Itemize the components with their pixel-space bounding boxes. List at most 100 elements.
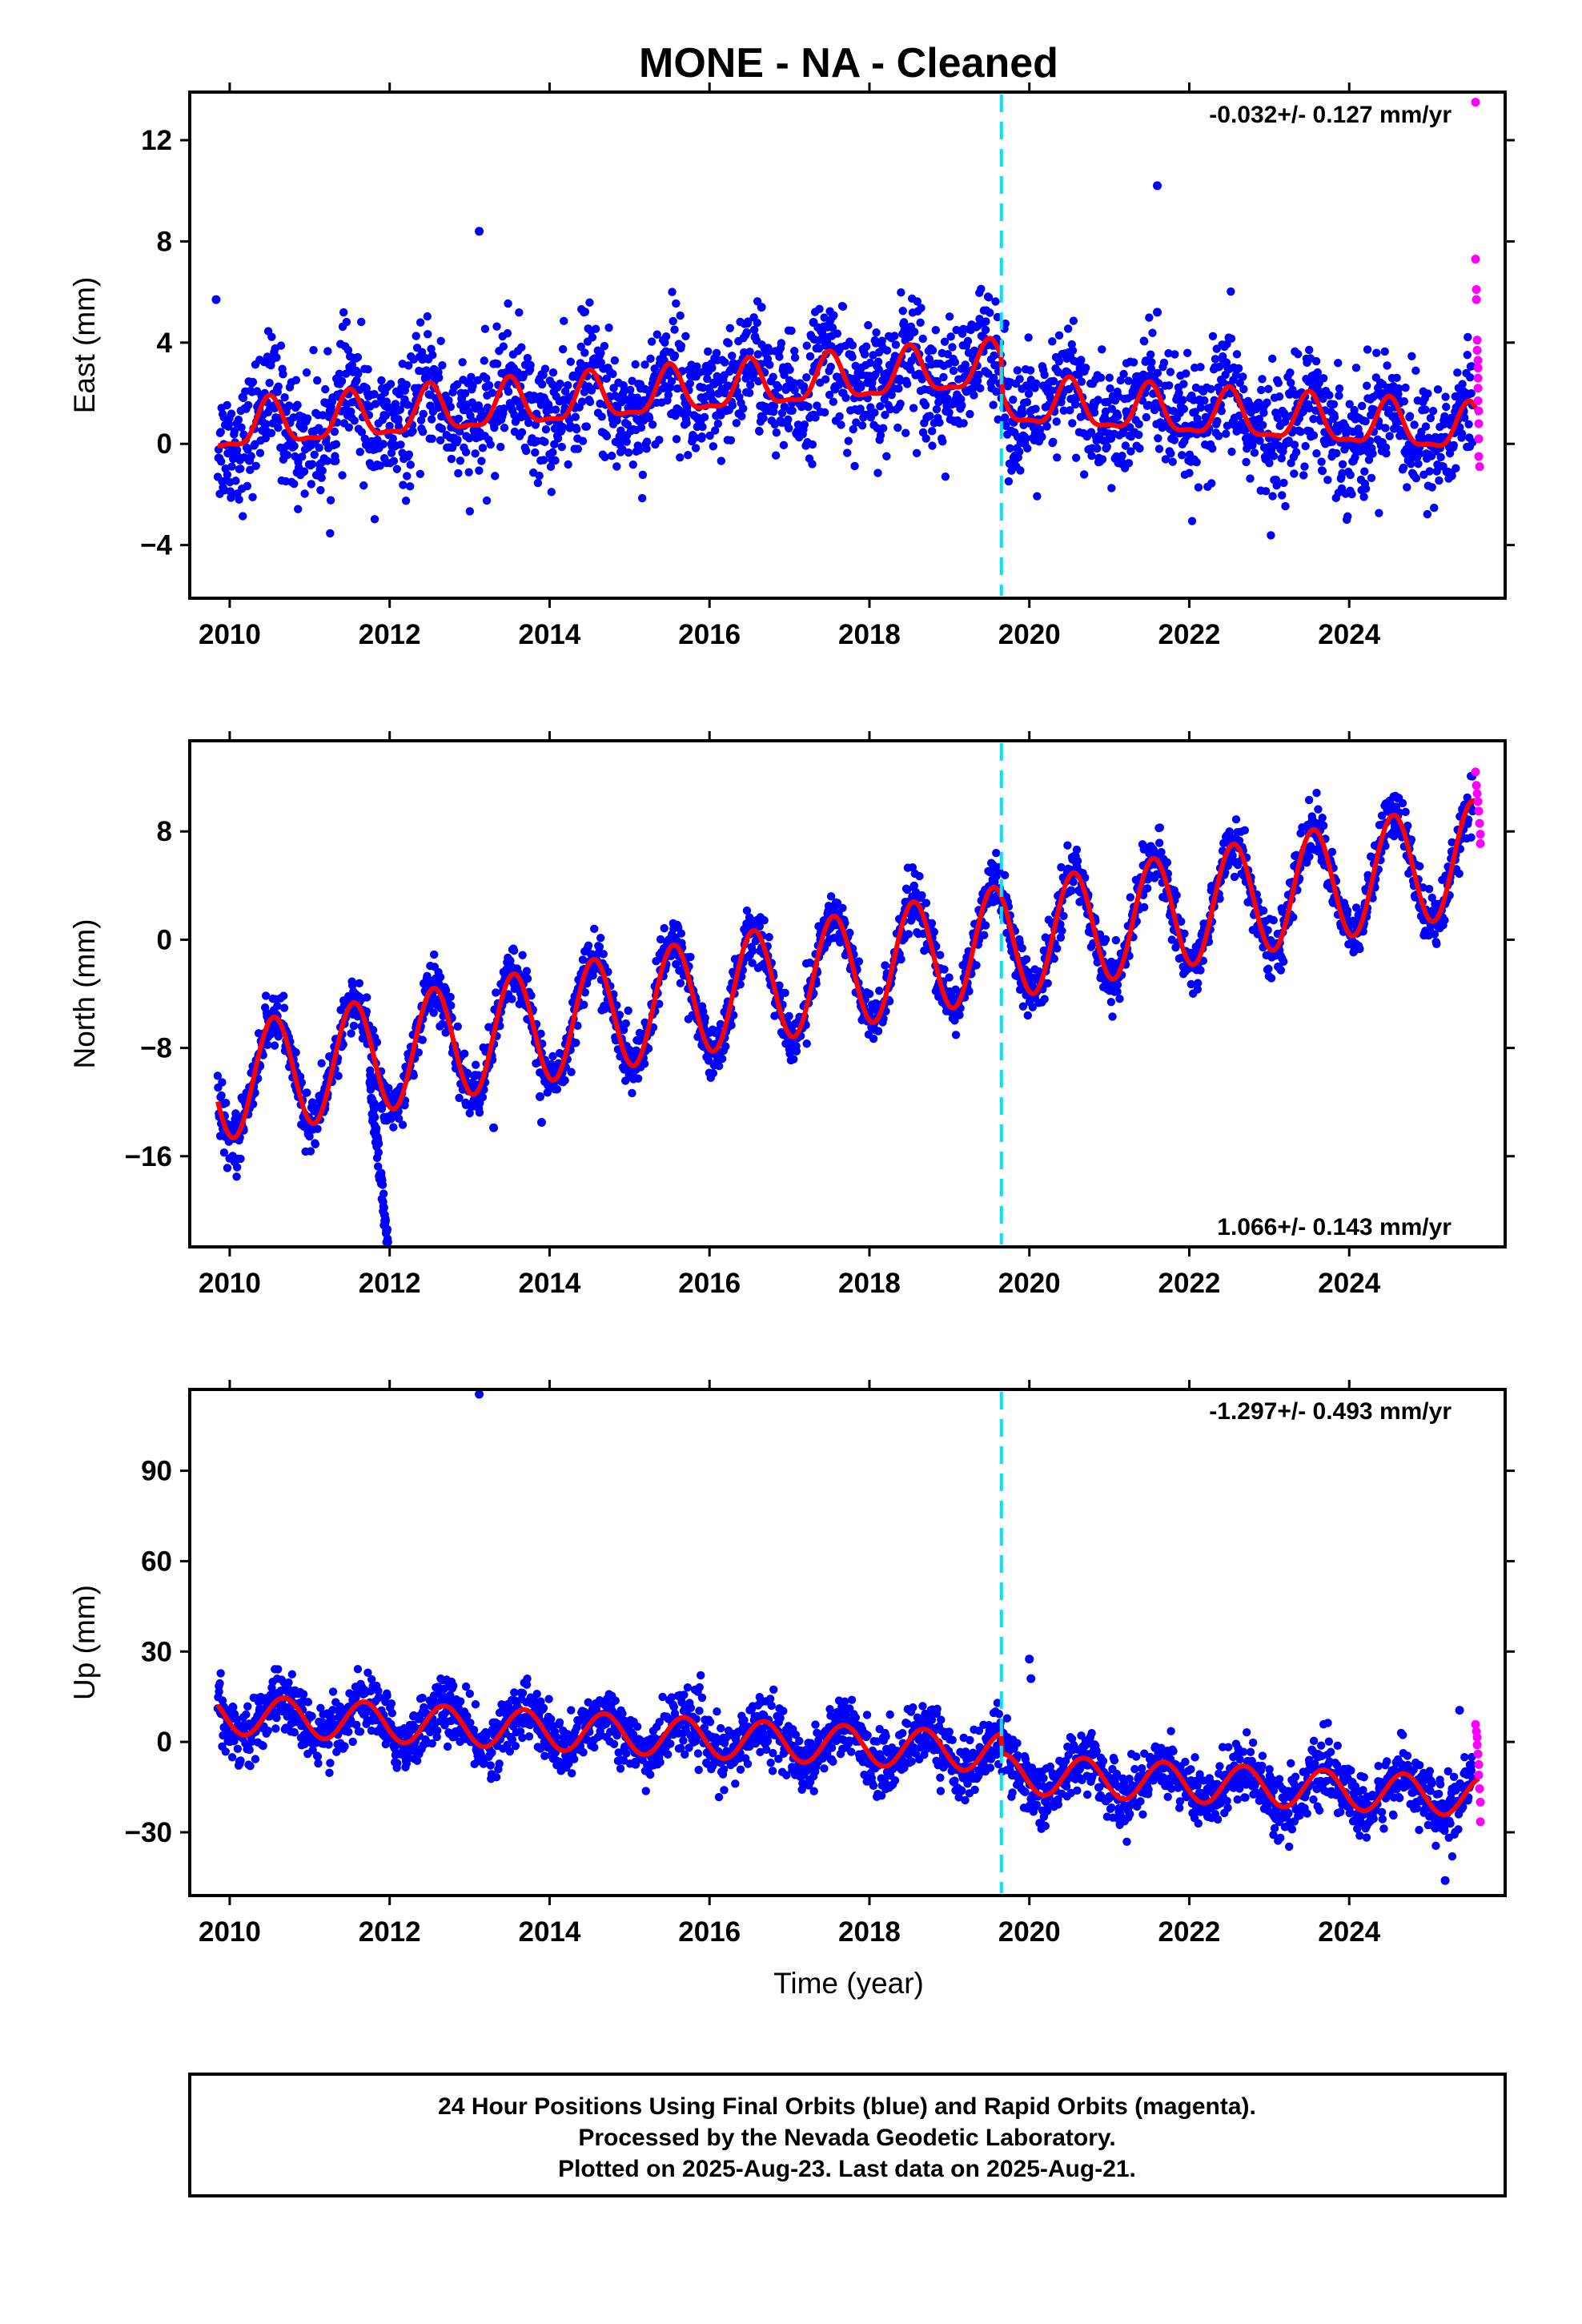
east-final-point [1042,422,1051,431]
east-final-point [576,342,585,352]
east-final-point [1301,441,1310,451]
east-final-point [323,456,331,465]
north-final-point [1063,841,1072,850]
east-rapid-point [1473,373,1483,383]
east-final-point [1179,404,1188,413]
east-final-point [726,436,736,444]
east-final-point [227,493,235,502]
east-final-point [537,380,547,389]
north-final-point [921,899,931,907]
east-final-point [626,385,635,395]
east-final-point [458,358,467,367]
north-final-point [789,1055,798,1063]
east-final-point [721,358,729,367]
east-final-point [454,414,464,424]
east-final-point [335,369,344,379]
east-final-point [1381,424,1390,432]
east-final-point [1166,449,1175,458]
north-final-point [1155,823,1164,832]
north-final-point [1111,935,1121,945]
east-final-point [370,389,379,399]
north-final-point [1314,805,1323,814]
north-final-point [1279,957,1288,966]
east-final-point [388,434,397,443]
north-final-point [1305,852,1314,861]
east-final-point [950,358,960,367]
east-final-point [802,372,811,382]
east-final-point [642,444,651,453]
north-final-point [686,952,695,962]
east-final-point [1259,408,1268,417]
east-xtick-label: 2022 [1158,619,1221,650]
east-final-point [1168,457,1177,466]
north-final-point [972,961,981,970]
east-final-point [354,369,363,378]
north-final-point [273,1001,282,1011]
east-final-point [1257,385,1266,395]
north-final-point [1058,927,1066,935]
east-final-point [876,402,885,411]
east-final-point [239,393,248,403]
east-final-point [724,339,733,348]
east-final-point [771,451,781,460]
east-final-point [427,415,436,424]
east-final-point [1004,476,1014,486]
north-final-point [522,967,532,975]
east-final-point [860,350,869,359]
east-outlier-point [211,295,221,304]
east-final-point [1290,469,1299,478]
east-final-point [1106,384,1114,393]
east-final-point [1015,375,1024,384]
east-final-point [492,360,502,368]
east-final-point [623,420,632,429]
east-final-point [785,424,793,432]
east-final-point [377,376,386,385]
east-xtick-label: 2024 [1318,619,1380,650]
north-final-point [453,1022,462,1031]
east-final-point [982,317,990,326]
east-final-point [899,318,909,327]
east-final-point [790,353,800,362]
east-final-point [815,304,824,314]
east-final-point [1423,389,1432,398]
north-final-point [429,950,439,959]
east-final-point [821,375,830,384]
east-final-point [1207,384,1215,394]
east-final-point [391,400,400,408]
east-final-orbit-points [213,284,1477,540]
east-final-point [488,388,496,397]
east-final-point [300,489,309,498]
east-final-point [428,434,436,444]
east-final-point [1274,378,1283,388]
east-final-point [284,401,294,410]
north-final-point [930,927,938,936]
north-final-point [854,957,864,966]
east-final-point [981,325,990,335]
east-final-point [1031,404,1040,413]
east-final-point [891,340,901,349]
east-final-point [1421,422,1431,431]
east-final-point [1294,349,1303,359]
east-final-point [882,452,891,460]
east-final-point [230,427,239,436]
east-final-point [1264,384,1273,393]
east-final-point [293,400,302,409]
north-final-point [1267,974,1276,983]
north-final-point [279,991,288,1000]
east-final-point [510,411,519,420]
north-final-point [1157,847,1166,857]
east-final-point [480,324,490,333]
north-final-point [701,1013,709,1023]
east-final-point [402,380,412,389]
east-final-point [685,379,695,388]
east-final-point [873,357,883,366]
north-final-point [232,1172,241,1181]
north-final-point [1000,870,1010,880]
north-final-point [1276,966,1286,975]
east-final-point [294,505,303,513]
east-final-point [894,384,903,393]
east-final-point [1278,491,1287,500]
east-final-point [664,390,673,400]
east-rapid-point [1473,356,1483,365]
east-final-point [808,460,817,468]
